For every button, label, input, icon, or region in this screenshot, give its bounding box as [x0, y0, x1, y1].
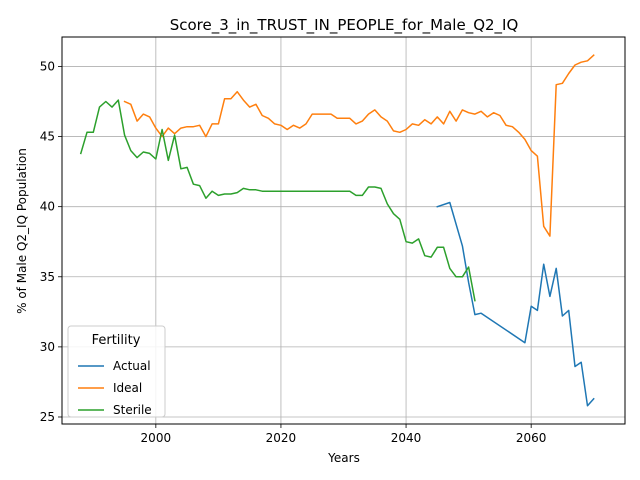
- y-tick-label: 50: [40, 59, 55, 73]
- legend: Fertility Actual Ideal Sterile: [67, 325, 166, 418]
- legend-title: Fertility: [92, 333, 141, 348]
- series-lines: [79, 54, 595, 407]
- x-axis-label: Years: [327, 451, 360, 465]
- series-line-actual: [436, 201, 595, 407]
- legend-frame: [67, 325, 166, 418]
- legend-entry-actual: Actual: [113, 359, 151, 373]
- x-axis: 2000 2020 2040 2060: [141, 424, 547, 445]
- series-line-sterile: [79, 99, 476, 302]
- legend-entry-sterile: Sterile: [113, 403, 152, 417]
- y-tick-label: 40: [40, 200, 55, 214]
- x-tick-label: 2000: [141, 431, 172, 445]
- chart-title: Score_3_in_TRUST_IN_PEOPLE_for_Male_Q2_I…: [170, 16, 519, 35]
- y-axis-label: % of Male Q2_IQ Population: [15, 148, 29, 314]
- x-tick-label: 2020: [266, 431, 297, 445]
- y-tick-label: 35: [40, 270, 55, 284]
- plot-area: [61, 36, 626, 425]
- x-tick-label: 2040: [391, 431, 422, 445]
- y-tick-label: 30: [40, 340, 55, 354]
- y-tick-label: 25: [40, 410, 55, 424]
- series-line-ideal: [123, 54, 595, 237]
- y-axis: 25 30 35 40 45 50: [40, 59, 62, 424]
- y-tick-label: 45: [40, 130, 55, 144]
- legend-entry-ideal: Ideal: [113, 381, 142, 395]
- x-tick-label: 2060: [516, 431, 547, 445]
